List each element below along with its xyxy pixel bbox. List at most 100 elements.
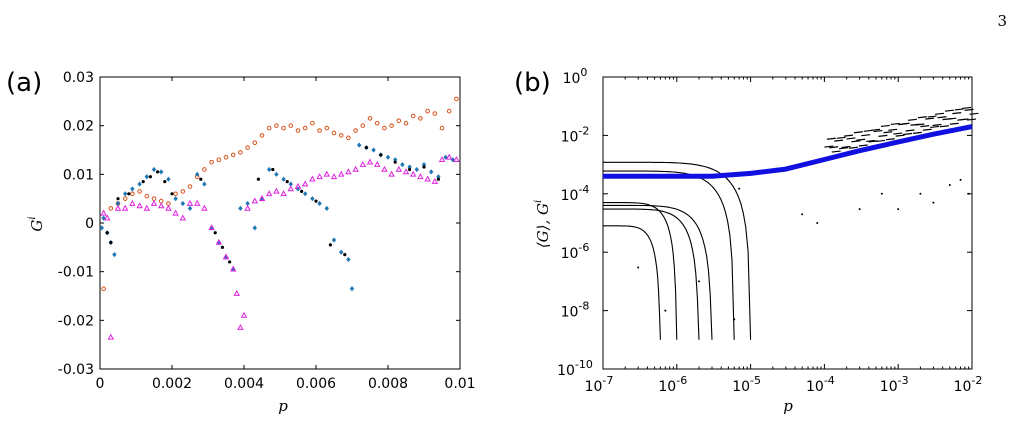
- panel-b-sample-curve: [603, 225, 661, 340]
- panel-a-point-orange: [389, 123, 394, 128]
- panel-a-y-ticks: -0.03 -0.02 -0.01 0 0.01 0.02 0.03: [58, 70, 460, 378]
- panel-a-point-black: [343, 253, 347, 257]
- panel-b-sample-segment: [937, 116, 947, 119]
- panel-a-point-blue: [310, 196, 315, 202]
- panel-b-sample-segment: [900, 122, 910, 125]
- panel-a-point-blue: [385, 154, 391, 160]
- panel-b-sample-point: [880, 192, 883, 195]
- panel-b-y-label-main: ⟨G⟩, G: [534, 203, 552, 248]
- panel-b-sample-segment: [888, 128, 898, 131]
- panel-b-sample-segment: [925, 117, 935, 120]
- panel-b-sample-segment: [952, 112, 962, 115]
- panel-b-sample-segment: [880, 124, 890, 128]
- panel-a-point-magenta: [121, 204, 129, 211]
- panel-b-y-tick-label: 10-4: [561, 183, 590, 204]
- panel-a-point-magenta: [114, 204, 122, 211]
- panel-b-sample-segment: [947, 117, 957, 120]
- panel-b-x-ticks: 10-7 10-6 10-5 10-4 10-3 10-2: [585, 77, 982, 395]
- panel-a-point-magenta: [316, 173, 323, 180]
- panel-a-point-blue: [223, 254, 229, 260]
- panel-b-sample-segment: [912, 131, 922, 134]
- panel-a-y-tick-label: 0.03: [63, 70, 94, 86]
- panel-a-point-orange: [454, 96, 459, 102]
- panel-a-point-black: [148, 175, 152, 179]
- panel-b-y-tick-label: 10-6: [561, 241, 590, 262]
- panel-b-sample-point: [801, 213, 804, 216]
- panel-b-y-tick-label: 10-8: [561, 300, 590, 321]
- panel-a-point-magenta: [417, 173, 424, 180]
- svg-text:Gi: Gi: [27, 216, 46, 231]
- panel-a-point-magenta: [150, 199, 158, 206]
- panel-b-sample-point: [733, 318, 736, 321]
- panel-a-point-blue: [112, 252, 117, 258]
- panel-a-point-black: [436, 177, 440, 181]
- panel-b-sample-segment: [920, 125, 930, 128]
- panel-a-x-tick-label: 0: [96, 376, 105, 392]
- panel-b-sample-segment: [856, 138, 866, 141]
- panel-a-point-magenta: [294, 182, 302, 189]
- panel-a-point-orange: [274, 123, 279, 128]
- panel-b-sample-segment: [949, 122, 959, 125]
- panel-a-point-orange: [252, 140, 258, 145]
- panel-a-point-blue: [371, 147, 376, 153]
- panel-a-point-orange: [396, 118, 402, 124]
- panel-b-sample-segment: [885, 138, 895, 141]
- panel-a-point-black: [300, 189, 304, 193]
- panel-a-point-magenta: [280, 190, 287, 197]
- panel-a-point-orange: [130, 191, 135, 197]
- panel-a-point-black: [328, 243, 332, 247]
- panel-b-x-tick-label: 10-5: [732, 374, 761, 395]
- panel-a-point-magenta: [172, 209, 179, 216]
- panel-a-point-blue: [137, 181, 142, 187]
- panel-b-sample-segment: [873, 129, 883, 133]
- panel-a-point-magenta: [345, 168, 352, 175]
- panel-b-sample-point: [858, 208, 861, 211]
- panel-a-point-blue: [349, 286, 355, 292]
- panel-a-point-magenta: [309, 175, 316, 182]
- panel-a-point-orange: [281, 125, 286, 131]
- panel-b-sample-point: [698, 280, 701, 283]
- panel-a-x-tick-label: 0.008: [368, 376, 408, 392]
- panel-b-x-tick-label: 10-6: [658, 374, 687, 395]
- panel-a-point-magenta: [265, 190, 273, 197]
- panel-a-point-black: [213, 231, 217, 235]
- panel-b-sample-points: [603, 106, 979, 340]
- panel-a-point-orange: [245, 145, 250, 150]
- panel-a-point-black: [285, 180, 289, 184]
- panel-a-point-black: [256, 177, 260, 181]
- panel-a-point-magenta: [251, 197, 259, 204]
- panel-b-sample-point: [816, 222, 819, 224]
- panel-a-point-black: [422, 165, 426, 169]
- panel-b-sample-segment: [915, 123, 925, 126]
- panel-a-point-orange: [302, 125, 308, 131]
- panel-a-point-magenta: [352, 165, 359, 172]
- panel-a-point-black: [116, 197, 120, 201]
- panel-a-point-orange: [338, 133, 344, 138]
- panel-b-sample-point: [897, 208, 900, 211]
- panel-a-point-blue: [400, 162, 405, 168]
- panel-b-x-tick-label: 10-4: [806, 374, 835, 395]
- panel-a-point-orange: [108, 206, 114, 211]
- panel-b-sample-point: [637, 266, 640, 269]
- panel-b-sample-point: [664, 309, 667, 312]
- panel-a-point-magenta: [100, 209, 107, 216]
- panel-b-sample-segment: [903, 132, 913, 136]
- panel-a-point-orange: [418, 116, 423, 121]
- panel-a-y-tick-label: -0.01: [58, 265, 94, 281]
- panel-a-point-magenta: [337, 170, 345, 177]
- panel-a-point-magenta: [222, 253, 230, 260]
- panel-a-point-blue: [151, 166, 157, 173]
- panel-a-point-blue: [195, 171, 200, 177]
- panel-a-point-blue: [115, 200, 121, 207]
- panel-a-point-blue: [414, 166, 419, 173]
- panel-a-point-orange: [374, 120, 380, 126]
- panel-b-sample-segment: [939, 125, 949, 128]
- panel-b-sample-segment: [883, 131, 893, 134]
- panel-a-point-black: [393, 160, 397, 164]
- panel-a-point-orange: [382, 125, 387, 131]
- panel-a-point-blue: [274, 171, 279, 177]
- panel-b-sample-segment: [871, 128, 881, 131]
- panel-a-point-orange: [346, 135, 351, 141]
- panel-a-point-blue: [238, 205, 243, 211]
- panel-b-y-tick-label: 10-10: [557, 358, 593, 379]
